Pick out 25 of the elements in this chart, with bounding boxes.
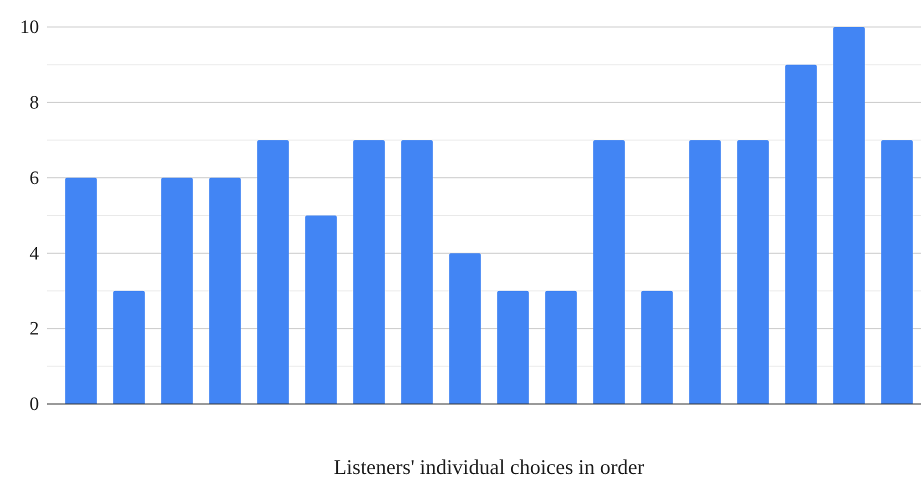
bar: [65, 178, 97, 404]
bar: [209, 178, 241, 404]
x-axis-title: Listeners' individual choices in order: [334, 455, 644, 479]
bar: [785, 64, 817, 404]
bar: [641, 290, 673, 404]
y-tick-label: 2: [30, 318, 39, 340]
y-tick-label: 4: [30, 243, 40, 264]
bar: [497, 290, 529, 404]
bar: [449, 253, 481, 404]
bar: [545, 290, 577, 404]
bar: [353, 140, 385, 404]
y-tick-label: 0: [30, 394, 39, 416]
bar: [161, 178, 193, 404]
bar: [113, 290, 145, 404]
bar: [305, 216, 337, 404]
y-tick-label: 10: [20, 17, 39, 38]
bar: [257, 140, 289, 404]
bar: [737, 140, 769, 404]
bar: [593, 140, 625, 404]
bar: [881, 140, 913, 404]
bar: [689, 140, 721, 404]
bar: [401, 140, 433, 404]
y-tick-label: 8: [30, 92, 39, 114]
y-tick-label: 6: [30, 168, 39, 189]
bar: [833, 27, 865, 404]
